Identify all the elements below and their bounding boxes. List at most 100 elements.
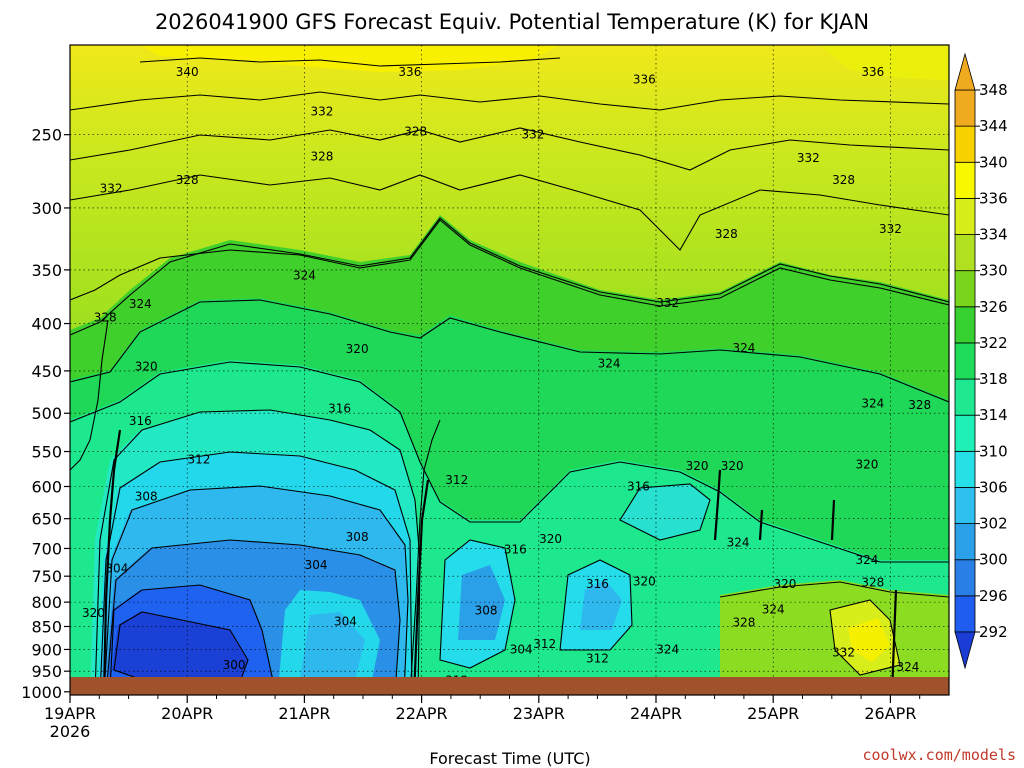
- front-streak: [412, 479, 430, 695]
- contour-label: 312: [533, 637, 556, 651]
- contour-label: 324: [762, 603, 785, 617]
- contour-line: [70, 127, 949, 171]
- colorbar-extend-max: [954, 52, 976, 91]
- colorbar-swatch: [954, 595, 976, 633]
- contour-line: [109, 584, 276, 691]
- contour-lines: [70, 57, 949, 695]
- colorbar-label: 296: [979, 587, 1008, 605]
- contour-label: 332: [879, 222, 902, 236]
- contour-label: 320: [82, 606, 105, 620]
- contour-label: 316: [586, 577, 609, 591]
- y-tick-label: 750: [31, 567, 62, 586]
- contour-label: 324: [897, 660, 920, 674]
- contour-line: [94, 409, 421, 695]
- y-tick-label: 650: [31, 510, 62, 529]
- band-cyan-pocket-3: [620, 484, 710, 540]
- front-streak: [758, 509, 764, 541]
- colorbar: 292 296 300 302 306 310 314 318 322 326 330 334 336 3…: [954, 52, 1008, 670]
- colorbar-label: 348: [979, 81, 1008, 99]
- x-axis: 19APR 20APR 21APR 22APR 23APR 24APR 25APR 26APR…: [44, 695, 921, 741]
- y-tick-label: 800: [31, 593, 62, 612]
- colorbar-swatch: [954, 125, 976, 163]
- contour-line: [105, 539, 401, 695]
- colorbar-swatch: [954, 342, 976, 380]
- y-tick-label: 400: [31, 315, 62, 334]
- colorbar-label: 318: [979, 370, 1008, 388]
- contour-label: 328: [832, 173, 855, 187]
- contour-label: 332: [656, 296, 679, 310]
- chart-title: 2026041900 GFS Forecast Equiv. Potential…: [155, 10, 869, 34]
- contour-label: 328: [732, 616, 755, 630]
- credit-text[interactable]: coolwx.com/models: [862, 746, 1016, 764]
- contour-label: 312: [586, 651, 609, 665]
- band-blue-pocket-1: [458, 565, 505, 640]
- contour-label: 324: [129, 297, 152, 311]
- colorbar-label: 300: [979, 551, 1008, 569]
- contour-label: 324: [656, 642, 679, 656]
- contour-label: 324: [598, 357, 621, 371]
- contour-label: 320: [346, 342, 369, 356]
- y-tick-label: 350: [31, 261, 62, 280]
- contour-label: 328: [404, 124, 427, 138]
- x-tick-label: 21APR: [278, 704, 330, 723]
- contour-label: 320: [686, 459, 709, 473]
- grid: [70, 45, 949, 695]
- colorbar-swatch: [954, 161, 976, 199]
- contour-label: 316: [504, 543, 527, 557]
- colorbar-extend-min: [954, 631, 976, 670]
- front-streak: [830, 499, 836, 541]
- band-blue-pocket-2: [580, 580, 622, 630]
- contour-label: 316: [328, 401, 351, 415]
- contour-label: 316: [129, 414, 152, 428]
- contour-line: [619, 483, 711, 541]
- contour-label: 328: [311, 150, 334, 164]
- y-tick-label: 900: [31, 640, 62, 659]
- band-294: [112, 612, 248, 686]
- colorbar-label: 292: [979, 623, 1008, 641]
- colorbar-label: 302: [979, 515, 1008, 533]
- colorbar-label: 344: [979, 117, 1008, 135]
- colorbar-swatch: [954, 378, 976, 416]
- colorbar-swatch: [954, 450, 976, 488]
- colorbar-swatch: [954, 559, 976, 597]
- contour-label: 308: [475, 604, 498, 618]
- colorbar-swatch: [954, 523, 976, 561]
- contour-label: 320: [856, 457, 879, 471]
- contour-line: [559, 559, 633, 651]
- contour-label: 328: [861, 576, 884, 590]
- contour-label: 320: [633, 575, 656, 589]
- contour-line: [99, 451, 413, 695]
- contour-label: 332: [797, 151, 820, 165]
- contour-label: 308: [135, 489, 158, 503]
- colorbar-label: 306: [979, 478, 1008, 496]
- contour-label: 304: [305, 558, 328, 572]
- colorbar-swatch: [954, 197, 976, 235]
- contour-label: 320: [539, 532, 562, 546]
- contour-label: 332: [832, 646, 855, 660]
- contour-label: 324: [732, 341, 755, 355]
- colorbar-label: 322: [979, 334, 1008, 352]
- colorbar-swatch: [954, 89, 976, 127]
- contour-label: 336: [861, 65, 884, 79]
- contour-line: [70, 361, 949, 563]
- contour-line: [70, 219, 949, 307]
- x-tick-label: 22APR: [396, 704, 448, 723]
- y-tick-label: 500: [31, 404, 62, 423]
- x-axis-label: Forecast Time (UTC): [429, 749, 590, 768]
- band-top-yellow: [140, 45, 560, 72]
- x-tick-label: 24APR: [630, 704, 682, 723]
- colorbar-label: 330: [979, 262, 1008, 280]
- contour-label: 328: [94, 310, 117, 324]
- front-streak: [890, 589, 898, 695]
- contour-line: [70, 91, 949, 111]
- contour-line: [719, 581, 949, 598]
- front-streak: [713, 469, 722, 541]
- contour-label: 332: [100, 182, 123, 196]
- contour-label: 328: [908, 398, 931, 412]
- y-tick-label: 850: [31, 617, 62, 636]
- colorbar-swatch: [954, 234, 976, 272]
- contour-label: 308: [346, 530, 369, 544]
- y-tick-label: 600: [31, 478, 62, 497]
- colorbar-label: 340: [979, 153, 1008, 171]
